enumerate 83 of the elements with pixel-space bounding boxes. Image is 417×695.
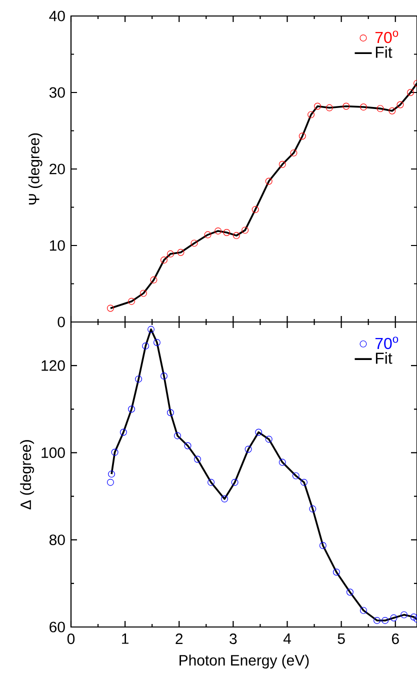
y-tick-label: 20 <box>50 164 65 174</box>
x-tick-label: 0 <box>67 634 75 644</box>
point <box>326 104 333 112</box>
point <box>376 105 384 112</box>
y-axis-title: Ψ (degree) <box>28 133 42 204</box>
point <box>298 132 306 140</box>
point <box>135 376 142 383</box>
x-tick-label: 5 <box>338 634 345 644</box>
point <box>120 428 127 436</box>
point <box>300 478 308 486</box>
point <box>142 342 150 350</box>
x-tick-label: 1 <box>122 634 128 644</box>
point <box>208 478 215 486</box>
point <box>292 472 300 480</box>
point <box>265 436 272 443</box>
point <box>309 505 316 512</box>
y-tick-label: 100 <box>42 447 65 458</box>
legend-label: 70$^{o}$ <box>375 30 398 44</box>
legend-label: Fit <box>376 352 392 364</box>
y-tick-label: 120 <box>42 360 65 371</box>
point <box>177 248 184 256</box>
point <box>194 456 201 463</box>
y-tick-label: 0 <box>58 316 65 328</box>
point <box>111 448 118 456</box>
point <box>190 240 198 247</box>
x-axis-title: Photon Energy (eV) <box>180 654 309 669</box>
y-tick-label: 40 <box>49 10 65 22</box>
point <box>166 409 174 416</box>
x-tick-label: 6 <box>392 634 399 644</box>
x-tick-label: 4 <box>283 634 291 644</box>
y-tick-label: 80 <box>50 534 65 546</box>
x-tick-label: 3 <box>230 634 237 644</box>
point <box>128 406 136 413</box>
point <box>346 588 354 596</box>
point <box>360 606 367 614</box>
point <box>166 250 174 258</box>
point <box>150 276 158 284</box>
point <box>231 478 238 486</box>
point <box>407 89 414 96</box>
point <box>174 432 181 440</box>
point <box>204 231 212 238</box>
point <box>410 613 417 620</box>
y-tick-label: 10 <box>50 240 65 251</box>
legend-label: 70$^{o}$ <box>375 336 398 350</box>
point <box>128 298 136 305</box>
point <box>265 178 272 185</box>
point <box>242 226 249 234</box>
point <box>400 611 408 618</box>
point <box>140 290 147 297</box>
point <box>319 542 326 550</box>
point <box>278 458 286 466</box>
point <box>342 102 350 110</box>
point <box>255 428 262 436</box>
y-tick-label: 60 <box>50 622 65 632</box>
legend-label: Fit <box>376 46 392 58</box>
point <box>390 614 398 622</box>
point <box>184 442 192 450</box>
point <box>290 149 298 156</box>
point <box>278 160 286 168</box>
y-tick-label: 30 <box>49 87 65 98</box>
point <box>153 338 160 346</box>
point <box>244 446 252 453</box>
point <box>360 104 367 111</box>
point <box>108 470 116 478</box>
point <box>314 102 322 110</box>
point <box>396 101 404 108</box>
y-axis-title: Δ (degree) <box>20 440 34 510</box>
point <box>223 229 230 236</box>
point <box>388 107 396 114</box>
point <box>332 568 340 576</box>
point <box>252 206 259 214</box>
x-tick-label: 2 <box>176 634 183 644</box>
point <box>382 616 389 624</box>
point <box>106 304 114 312</box>
point <box>308 111 315 118</box>
point <box>214 227 222 234</box>
point <box>221 495 228 502</box>
point <box>160 256 168 264</box>
point <box>374 616 380 624</box>
point <box>106 478 114 486</box>
point <box>148 326 154 333</box>
point <box>160 372 168 380</box>
point <box>232 232 240 240</box>
